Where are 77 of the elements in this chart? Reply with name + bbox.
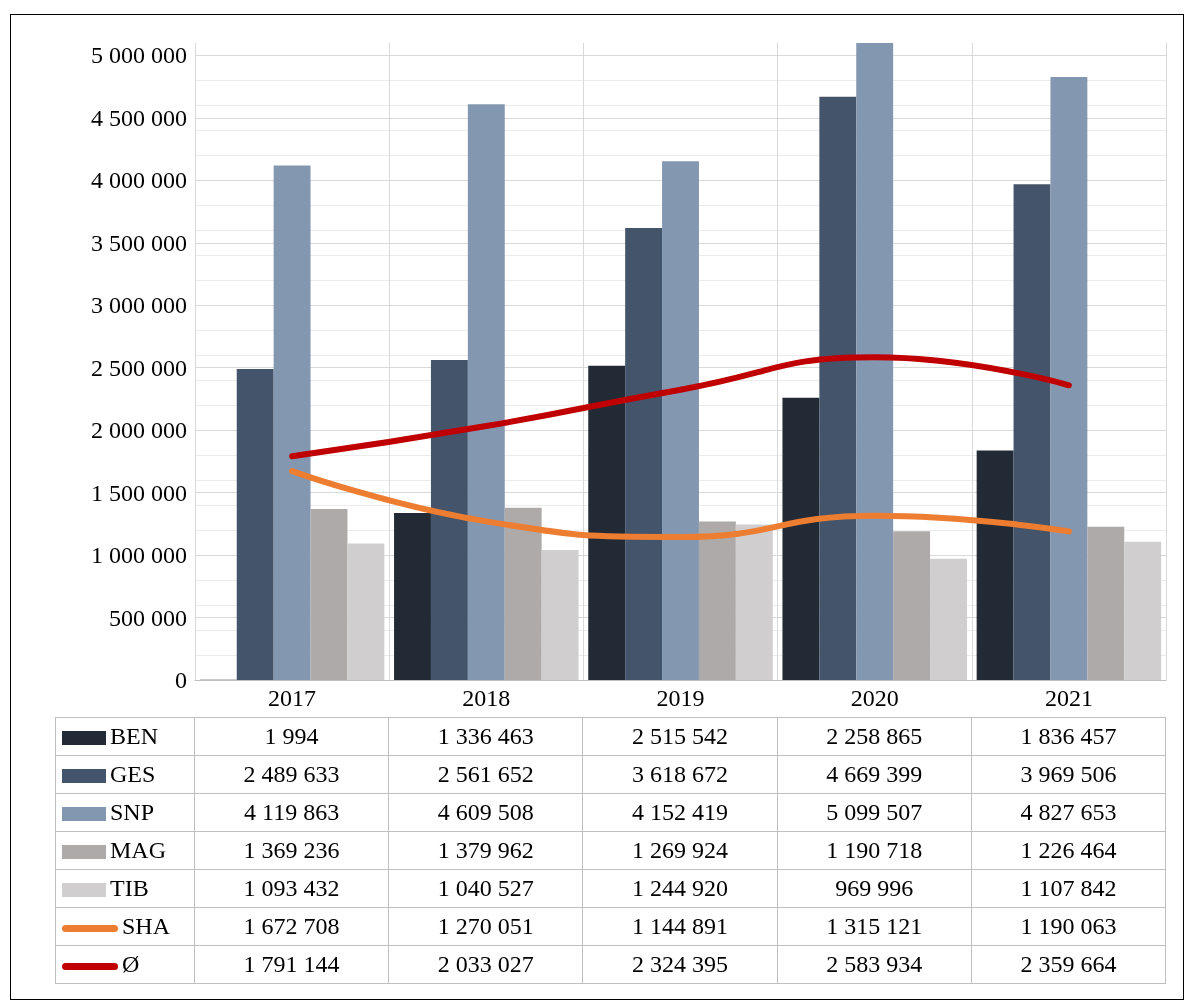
bar (504, 507, 542, 680)
x-tick-label: 2019 (656, 685, 705, 711)
data-label: 969 996 (777, 869, 972, 908)
bar (430, 360, 468, 680)
data-label: 4 609 508 (388, 793, 583, 832)
data-label: 2 583 934 (777, 945, 972, 984)
data-label: 1 791 144 (194, 945, 389, 984)
data-label: 1 093 432 (194, 869, 389, 908)
y-tick-label: 4 500 000 (91, 104, 187, 131)
bar (625, 228, 663, 680)
data-label: 3 969 506 (971, 755, 1166, 794)
legend-label: Ø (55, 945, 195, 984)
bar (856, 43, 894, 680)
data-label: 1 315 121 (777, 907, 972, 946)
y-tick-label: 3 500 000 (91, 229, 187, 256)
data-label: 1 994 (194, 717, 389, 756)
data-label: 2 489 633 (194, 755, 389, 794)
data-label: 1 336 463 (388, 717, 583, 756)
data-label: 2 324 395 (582, 945, 778, 984)
y-tick-label: 1 000 000 (91, 542, 187, 569)
bar (394, 513, 431, 680)
bar (1013, 184, 1051, 680)
data-label: 2 359 664 (971, 945, 1166, 984)
data-label: 1 244 920 (582, 869, 778, 908)
data-label: 1 040 527 (388, 869, 583, 908)
legend-label: TIB (55, 869, 195, 908)
data-label: 1 226 464 (971, 831, 1166, 870)
data-label: 2 258 865 (777, 717, 972, 756)
y-tick-label: 2 500 000 (91, 354, 187, 381)
data-label: 2 561 652 (388, 755, 583, 794)
y-tick-label: 5 000 000 (91, 42, 187, 69)
bar (236, 369, 274, 680)
y-tick-label: 500 000 (109, 604, 187, 631)
y-tick-label: 4 000 000 (91, 167, 187, 194)
bar (782, 397, 820, 680)
legend-label: BEN (55, 717, 195, 756)
data-label: 2 515 542 (582, 717, 778, 756)
legend-label: GES (55, 755, 195, 794)
y-tick-label: 1 500 000 (91, 479, 187, 506)
bar (588, 365, 626, 680)
data-label: 1 107 842 (971, 869, 1166, 908)
bar (1087, 526, 1125, 680)
y-tick-label: 0 (175, 667, 187, 693)
bar (698, 521, 736, 680)
bar (819, 96, 857, 680)
legend-label: MAG (55, 831, 195, 870)
data-label: 2 033 027 (388, 945, 583, 984)
data-label: 1 190 063 (971, 907, 1166, 946)
data-label: 3 618 672 (582, 755, 778, 794)
x-tick-label: 2018 (462, 685, 511, 711)
bar (976, 450, 1014, 680)
x-tick-label: 2017 (268, 685, 317, 711)
data-label: 4 669 399 (777, 755, 972, 794)
y-tick-label: 2 000 000 (91, 417, 187, 444)
bar (1050, 77, 1088, 680)
data-label: 1 379 962 (388, 831, 583, 870)
data-label: 1 672 708 (194, 907, 389, 946)
data-label: 4 152 419 (582, 793, 778, 832)
data-label: 1 190 718 (777, 831, 972, 870)
bar (467, 104, 505, 680)
legend-label: SNP (55, 793, 195, 832)
legend-label: SHA (55, 907, 195, 946)
data-label: 1 270 051 (388, 907, 583, 946)
data-label: 1 144 891 (582, 907, 778, 946)
data-label: 4 119 863 (194, 793, 389, 832)
data-label: 1 369 236 (194, 831, 389, 870)
bar (310, 508, 348, 680)
bar (893, 531, 931, 680)
x-tick-label: 2020 (850, 685, 899, 711)
bar (662, 161, 699, 680)
data-label: 4 827 653 (971, 793, 1166, 832)
x-tick-label: 2021 (1044, 685, 1093, 711)
data-label: 1 269 924 (582, 831, 778, 870)
bar (273, 165, 311, 680)
data-label: 1 836 457 (971, 717, 1166, 756)
y-tick-label: 3 000 000 (91, 292, 187, 319)
data-label: 5 099 507 (777, 793, 972, 832)
